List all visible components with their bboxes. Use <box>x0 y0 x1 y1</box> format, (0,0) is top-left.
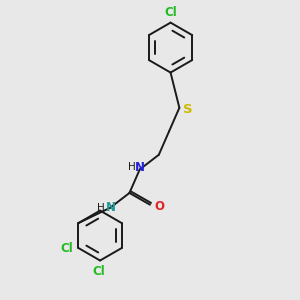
Text: S: S <box>184 103 193 116</box>
Text: Cl: Cl <box>164 6 177 19</box>
Text: Cl: Cl <box>60 242 73 254</box>
Text: N: N <box>135 160 145 174</box>
Text: H: H <box>97 202 105 213</box>
Text: Cl: Cl <box>92 265 105 278</box>
Text: N: N <box>106 201 116 214</box>
Text: O: O <box>154 200 164 213</box>
Text: H: H <box>128 162 136 172</box>
